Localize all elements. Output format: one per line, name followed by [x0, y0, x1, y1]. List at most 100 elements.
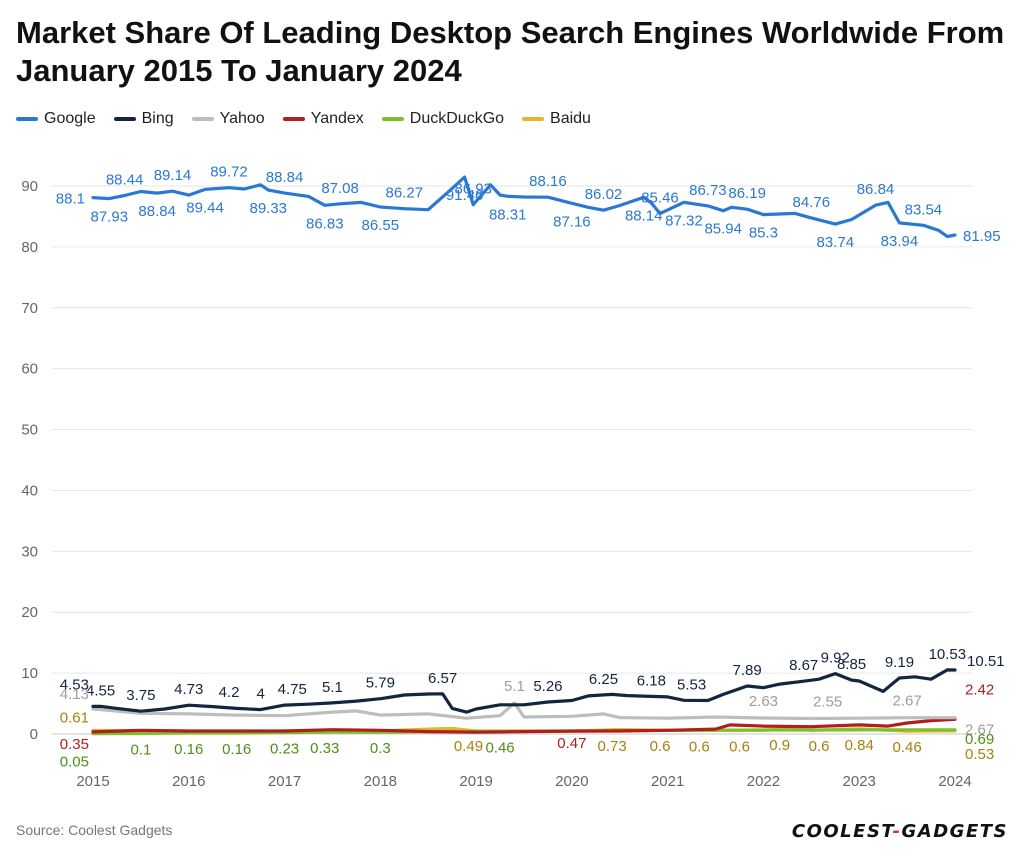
data-label-google: 88.14 [625, 207, 663, 224]
y-tick-label: 60 [21, 361, 38, 378]
x-tick-label: 2021 [651, 773, 684, 790]
data-label-google: 86.83 [306, 215, 344, 232]
data-label-google: 83.74 [817, 234, 855, 251]
series-lines [91, 175, 957, 736]
data-label-baidu: 0.61 [60, 709, 89, 726]
data-label-bing: 4.2 [219, 684, 240, 701]
legend-label-bing: Bing [141, 110, 174, 127]
legend-item-baidu[interactable]: Baidu [522, 110, 591, 128]
legend: Google Bing Yahoo Yandex DuckDuckGo Baidu [16, 108, 609, 130]
data-label-google: 88.16 [529, 173, 567, 190]
data-label-duckduckgo: 0.69 [965, 731, 994, 748]
y-tick-label: 20 [21, 604, 38, 621]
data-label-yahoo: 2.67 [965, 722, 994, 739]
data-label-google: 87.16 [553, 213, 591, 230]
data-label-bing: 6.18 [637, 672, 666, 689]
data-label-yahoo: 2.63 [749, 693, 778, 710]
data-label-google: 83.54 [905, 201, 943, 218]
data-label-google: 86.19 [728, 185, 766, 202]
legend-swatch-yandex [282, 117, 305, 121]
legend-swatch-yahoo [191, 117, 214, 121]
data-label-google: 85.46 [641, 190, 679, 207]
data-label-bing: 4.73 [174, 681, 203, 698]
data-label-bing: 4.55 [86, 682, 115, 699]
logo-word-2: GADGETS [901, 821, 1008, 842]
data-label-google: 91.46 [446, 187, 484, 204]
data-label-bing: 6.57 [428, 670, 457, 687]
series-line-bing [91, 668, 957, 714]
data-label-duckduckgo: 0.33 [310, 740, 339, 757]
y-tick-label: 30 [21, 543, 38, 560]
x-tick-label: 2023 [843, 773, 876, 790]
legend-item-google[interactable]: Google [16, 110, 96, 128]
data-label-bing: 9.19 [885, 654, 914, 671]
data-label-google: 86.55 [362, 217, 400, 234]
data-label-google: 89.33 [249, 200, 287, 217]
data-label-google: 81.95 [963, 228, 1001, 245]
data-label-baidu: 0.9 [769, 737, 790, 754]
data-label-google: 85.3 [749, 225, 778, 242]
x-tick-label: 2019 [459, 773, 492, 790]
data-label-yahoo: 2.67 [893, 693, 922, 710]
data-label-google: 87.08 [321, 180, 359, 197]
x-tick-label: 2018 [364, 773, 397, 790]
y-tick-label: 50 [21, 422, 38, 439]
legend-swatch-bing [113, 117, 136, 121]
data-label-google: 88.84 [138, 203, 176, 220]
y-tick-label: 10 [21, 665, 38, 682]
data-label-baidu: 0.6 [729, 738, 750, 755]
data-label-yahoo: 4.13 [60, 686, 89, 703]
legend-label-duckduckgo: DuckDuckGo [409, 110, 505, 127]
legend-item-yahoo[interactable]: Yahoo [191, 110, 265, 128]
data-label-yandex: 0.47 [557, 735, 586, 752]
series-line-google [91, 175, 957, 239]
data-label-duckduckgo: 0.3 [370, 740, 391, 757]
data-label-google: 83.94 [881, 233, 919, 250]
legend-label-google: Google [44, 110, 96, 127]
logo-word-1: COOLEST [791, 821, 893, 842]
data-label-duckduckgo: 0.05 [60, 754, 89, 771]
data-label-bing: 8.67 [789, 657, 818, 674]
legend-item-yandex[interactable]: Yandex [282, 110, 364, 128]
y-tick-label: 80 [21, 239, 38, 256]
data-label-bing: 5.79 [366, 675, 395, 692]
data-label-google: 86.84 [857, 181, 895, 198]
data-label-google: 86.27 [386, 185, 424, 202]
data-label-google: 88.84 [266, 169, 304, 186]
data-label-baidu: 0.6 [650, 738, 671, 755]
legend-item-bing[interactable]: Bing [113, 110, 174, 128]
data-label-baidu: 0.73 [598, 738, 627, 755]
x-tick-label: 2022 [747, 773, 780, 790]
x-tick-label: 2015 [76, 773, 109, 790]
data-label-google: 88.31 [489, 206, 527, 223]
brand-logo: COOLEST-GADGETS [792, 821, 1008, 842]
legend-label-baidu: Baidu [550, 110, 591, 127]
data-label-baidu: 0.6 [689, 738, 710, 755]
legend-swatch-google [16, 117, 38, 121]
data-label-bing: 4.53 [60, 676, 89, 693]
x-tick-label: 2017 [268, 773, 301, 790]
y-tick-label: 70 [21, 300, 38, 317]
data-label-duckduckgo: 0.16 [222, 741, 251, 758]
data-label-google: 88.1 [56, 191, 85, 208]
data-label-bing: 5.53 [677, 676, 706, 693]
legend-label-yandex: Yandex [310, 110, 364, 127]
grid-lines [52, 185, 972, 735]
data-label-duckduckgo: 0.16 [174, 741, 203, 758]
data-label-bing: 5.26 [533, 678, 562, 695]
legend-item-duckduckgo[interactable]: DuckDuckGo [381, 110, 505, 128]
data-label-duckduckgo: 0.23 [270, 741, 299, 758]
data-label-yandex: 2.42 [965, 681, 994, 698]
data-label-bing: 6.25 [589, 671, 618, 688]
y-tick-label: 40 [21, 482, 38, 499]
logo-dash: - [892, 821, 902, 842]
data-label-yahoo: 5.1 [504, 678, 525, 695]
series-line-yahoo [91, 701, 957, 721]
data-label-duckduckgo: 0.1 [130, 741, 151, 758]
series-line-yandex [91, 717, 957, 734]
data-label-bing: 8.85 [837, 656, 866, 673]
data-label-bing: 5.1 [322, 679, 343, 696]
line-chart: 0 10 20 30 40 50 60 70 80 90 2015 2016 2017 2018 2019 2… [21, 164, 1004, 790]
y-tick-label: 90 [21, 178, 38, 195]
data-label-google: 86.93 [454, 181, 492, 198]
